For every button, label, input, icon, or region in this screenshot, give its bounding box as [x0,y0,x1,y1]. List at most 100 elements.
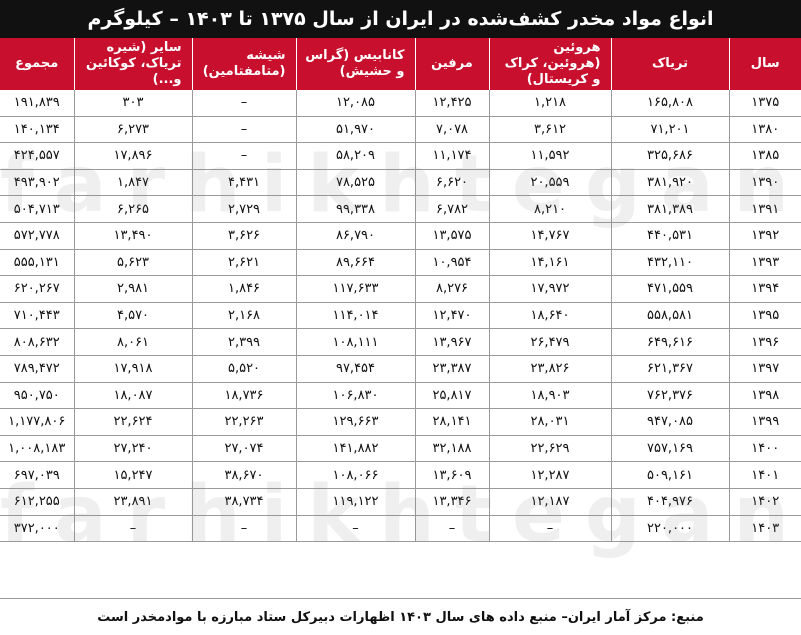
cell-opium: ۱۶۵,۸۰۸ [610,90,729,117]
cell-other: ۱,۸۴۷ [73,169,192,197]
cell-other: ۶,۲۷۳ [73,116,192,144]
cell-heroin: ۱۲,۲۸۷ [488,461,611,489]
cell-opium: ۴۰۴,۹۷۶ [610,488,729,516]
cell-other: ۱۷,۹۱۸ [73,355,192,383]
table-row: ۱۳۹۰ ۳۸۱,۹۲۰ ۲۰,۵۵۹ ۶,۶۲۰ ۷۸,۵۲۵ ۴,۴۳۱ ۱,۸۴۷ ۴۹… [0,169,801,197]
cell-morphine: ۳۲,۱۸۸ [414,435,489,463]
cell-glass: ۱,۸۴۶ [191,275,296,303]
table-row: ۱۳۷۵ ۱۶۵,۸۰۸ ۱,۲۱۸ ۱۲,۴۲۵ ۱۲,۰۸۵–۳۰۳ ۱۹۱,۸۳۹ [0,90,801,117]
cell-cannabis: ۱۲۹,۶۶۳ [295,408,415,436]
cell-glass: ۲,۷۲۹ [191,195,296,223]
table-row: ۱۳۹۴ ۴۷۱,۵۵۹ ۱۷,۹۷۲ ۸,۲۷۶ ۱۱۷,۶۳۳ ۱,۸۴۶ ۲,۹۸۱ ۶… [0,275,801,303]
cell-year: ۱۴۰۱ [728,461,801,489]
header-opium: تریاک [610,38,729,90]
cell-other: – [73,515,192,543]
cell-glass: ۳۸,۶۷۰ [191,461,296,489]
cell-total: ۷۱۰,۴۴۳ [0,302,74,330]
drug-seizure-table: سال تریاک هروئین (هروئین، کراک و کریستال… [0,38,801,543]
cell-opium: ۴۴۰,۵۳۱ [610,222,729,250]
cell-glass: ۴,۴۳۱ [191,169,296,197]
cell-total: ۵۵۵,۱۳۱ [0,249,74,277]
header-heroin: هروئین (هروئین، کراک و کریستال) [488,38,611,90]
cell-total: ۵۰۴,۷۱۳ [0,195,74,223]
cell-total: ۱۹۱,۸۳۹ [0,90,74,117]
cell-cannabis: ۱۰۶,۸۳۰ [295,382,415,410]
table-body: ۱۳۷۵ ۱۶۵,۸۰۸ ۱,۲۱۸ ۱۲,۴۲۵ ۱۲,۰۸۵–۳۰۳ ۱۹۱,۸۳۹ ۱… [0,90,801,543]
cell-heroin: ۱۸,۹۰۳ [488,382,611,410]
header-year: سال [728,38,801,90]
cell-other: ۲۷,۲۴۰ [73,435,192,463]
table-row: ۱۳۹۱ ۳۸۱,۳۸۹ ۸,۲۱۰ ۶,۷۸۲ ۹۹,۳۳۸ ۲,۷۲۹ ۶,۲۶۵ ۵۰۴… [0,195,801,223]
cell-morphine: ۶,۶۲۰ [414,169,489,197]
cell-year: ۱۳۷۵ [728,90,801,117]
cell-glass: – [191,90,296,117]
cell-total: ۶۲۰,۲۶۷ [0,275,74,303]
cell-glass: ۱۸,۷۳۶ [191,382,296,410]
cell-cannabis: ۸۶,۷۹۰ [295,222,415,250]
table-row: ۱۳۹۸ ۷۶۲,۳۷۶ ۱۸,۹۰۳ ۲۵,۸۱۷ ۱۰۶,۸۳۰ ۱۸,۷۳۶ ۱۸,۰… [0,382,801,410]
cell-cannabis: ۵۸,۲۰۹ [295,142,415,170]
table-row: ۱۳۹۹ ۹۴۷,۰۸۵ ۲۸,۰۳۱ ۲۸,۱۴۱ ۱۲۹,۶۶۳ ۲۲,۲۶۳ ۲۲,۶… [0,408,801,436]
cell-year: ۱۴۰۳ [728,515,801,543]
cell-morphine: ۱۳,۵۷۵ [414,222,489,250]
header-glass: شیشه (متامفتامین) [191,38,296,90]
cell-glass: ۳۸,۷۳۴ [191,488,296,516]
cell-opium: ۴۳۲,۱۱۰ [610,249,729,277]
cell-heroin: ۱۴,۷۶۷ [488,222,611,250]
cell-cannabis: ۷۸,۵۲۵ [295,169,415,197]
cell-year: ۱۳۸۰ [728,116,801,144]
table-row: ۱۳۸۵ ۳۲۵,۶۸۶ ۱۱,۵۹۲ ۱۱,۱۷۴ ۵۸,۲۰۹–۱۷,۸۹۶ ۴۲۴,… [0,142,801,170]
cell-heroin: ۲۸,۰۳۱ [488,408,611,436]
table-row: ۱۳۹۳ ۴۳۲,۱۱۰ ۱۴,۱۶۱ ۱۰,۹۵۴ ۸۹,۶۶۴ ۲,۶۲۱ ۵,۶۲۳ ۵… [0,249,801,277]
cell-opium: ۳۸۱,۳۸۹ [610,195,729,223]
cell-other: ۱۸,۰۸۷ [73,382,192,410]
header-cannabis: کانابیس (گراس و حشیش) [295,38,415,90]
cell-year: ۱۴۰۲ [728,488,801,516]
cell-year: ۱۳۹۴ [728,275,801,303]
table-row: ۱۳۸۰ ۷۱,۲۰۱ ۳,۶۱۲ ۷,۰۷۸ ۵۱,۹۷۰–۶,۲۷۳ ۱۴۰,۱۳۴ [0,116,801,144]
cell-heroin: ۲۲,۶۲۹ [488,435,611,463]
cell-other: ۶,۲۶۵ [73,195,192,223]
cell-cannabis: – [295,515,415,543]
cell-opium: ۶۴۹,۶۱۶ [610,328,729,356]
cell-other: ۱۷,۸۹۶ [73,142,192,170]
cell-other: ۸,۰۶۱ [73,328,192,356]
cell-morphine: ۱۳,۹۶۷ [414,328,489,356]
header-other: سایر (شیره تریاک، کوکائین و...) [73,38,192,90]
cell-heroin: ۱۷,۹۷۲ [488,275,611,303]
cell-total: ۷۸۹,۴۷۲ [0,355,74,383]
cell-morphine: ۷,۰۷۸ [414,116,489,144]
cell-glass: ۵,۵۲۰ [191,355,296,383]
cell-total: ۱,۱۷۷,۸۰۶ [0,408,74,436]
cell-morphine: ۱۰,۹۵۴ [414,249,489,277]
cell-cannabis: ۵۱,۹۷۰ [295,116,415,144]
cell-heroin: ۱,۲۱۸ [488,90,611,117]
cell-morphine: – [414,515,489,543]
cell-morphine: ۱۲,۴۷۰ [414,302,489,330]
source-note: منبع: مرکز آمار ایران– منبع داده های سال… [0,598,801,635]
page-title: انواع مواد مخدر کشف‌شده در ایران از سال … [0,0,801,38]
cell-year: ۱۳۹۵ [728,302,801,330]
cell-other: ۱۳,۴۹۰ [73,222,192,250]
cell-cannabis: ۱۱۴,۰۱۴ [295,302,415,330]
cell-morphine: ۱۳,۶۰۹ [414,461,489,489]
cell-total: ۶۹۷,۰۳۹ [0,461,74,489]
cell-heroin: ۸,۲۱۰ [488,195,611,223]
table-row: ۱۳۹۶ ۶۴۹,۶۱۶ ۲۶,۴۷۹ ۱۳,۹۶۷ ۱۰۸,۱۱۱ ۲,۳۹۹ ۸,۰۶۱… [0,328,801,356]
cell-cannabis: ۹۷,۴۵۴ [295,355,415,383]
cell-total: ۸۰۸,۶۳۲ [0,328,74,356]
cell-other: ۲۳,۸۹۱ [73,488,192,516]
table-row: ۱۴۰۱ ۵۰۹,۱۶۱ ۱۲,۲۸۷ ۱۳,۶۰۹ ۱۰۸,۰۶۶ ۳۸,۶۷۰ ۱۵,۲… [0,461,801,489]
table-row: ۱۴۰۰ ۷۵۷,۱۶۹ ۲۲,۶۲۹ ۳۲,۱۸۸ ۱۴۱,۸۸۲ ۲۷,۰۷۴ ۲۷,۲… [0,435,801,463]
cell-total: ۳۷۲,۰۰۰ [0,515,74,543]
cell-cannabis: ۱۱۹,۱۲۲ [295,488,415,516]
cell-year: ۱۳۹۶ [728,328,801,356]
cell-year: ۱۳۹۹ [728,408,801,436]
cell-opium: ۹۴۷,۰۸۵ [610,408,729,436]
cell-total: ۹۵۰,۷۵۰ [0,382,74,410]
cell-total: ۴۲۴,۵۵۷ [0,142,74,170]
cell-total: ۱,۰۰۸,۱۸۳ [0,435,74,463]
table-row: ۱۴۰۳ ۲۲۰,۰۰۰– – – – –۳۷۲,۰۰۰ [0,515,801,543]
cell-morphine: ۱۲,۴۲۵ [414,90,489,117]
